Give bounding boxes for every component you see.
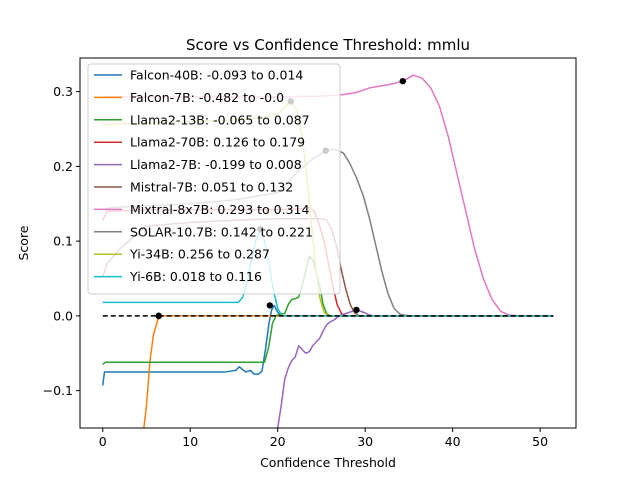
legend-label: Yi-6B: 0.018 to 0.116	[129, 269, 262, 284]
legend-label: Mixtral-8x7B: 0.293 to 0.314	[130, 202, 310, 217]
legend-label: Llama2-13B: -0.065 to 0.087	[130, 112, 310, 127]
legend-label: SOLAR-10.7B: 0.142 to 0.221	[130, 224, 313, 239]
legend-label: Yi-34B: 0.256 to 0.287	[129, 247, 270, 262]
x-tick-label: 40	[445, 434, 461, 449]
x-axis-label: Confidence Threshold	[260, 455, 396, 470]
x-tick-label: 20	[270, 434, 286, 449]
series-marker-falcon-40b	[266, 302, 274, 309]
legend-box	[87, 63, 341, 295]
x-tick-label: 0	[99, 434, 107, 449]
series-marker-annotation-1	[155, 312, 162, 320]
y-tick-label: 0.3	[53, 84, 73, 99]
plot-area-frame	[79, 57, 577, 429]
axis-ticks: 0 10 20 30 40 50 −0.1 0.0 0.1 0.2 0.3	[43, 84, 548, 449]
series-marker-mixtral-8x7b	[399, 77, 406, 85]
legend: Falcon-40B: -0.093 to 0.014 Falcon-7B: -0…	[87, 63, 341, 295]
legend-label: Falcon-40B: -0.093 to 0.014	[130, 68, 303, 83]
legend-label: Llama2-70B: 0.126 to 0.179	[130, 135, 305, 150]
legend-label: Llama2-7B: -0.199 to 0.008	[130, 157, 302, 172]
x-tick-label: 50	[532, 434, 548, 449]
series-line-falcon-40b	[101, 304, 554, 386]
series-marker-llama2-7b	[353, 306, 360, 314]
legend-label: Mistral-7B: 0.051 to 0.132	[130, 180, 293, 195]
y-tick-label: −0.1	[43, 383, 73, 398]
series-line-llama2-7b	[276, 309, 554, 428]
y-tick-label: 0.0	[53, 308, 73, 323]
y-tick-label: 0.1	[53, 234, 73, 249]
chart-title: Score vs Confidence Threshold: mmlu	[186, 36, 470, 54]
x-tick-label: 10	[182, 434, 198, 449]
y-axis-label: Score	[16, 225, 31, 260]
y-tick-label: 0.2	[53, 159, 73, 174]
legend-label: Falcon-7B: -0.482 to -0.0	[130, 90, 284, 105]
x-tick-label: 30	[357, 434, 373, 449]
